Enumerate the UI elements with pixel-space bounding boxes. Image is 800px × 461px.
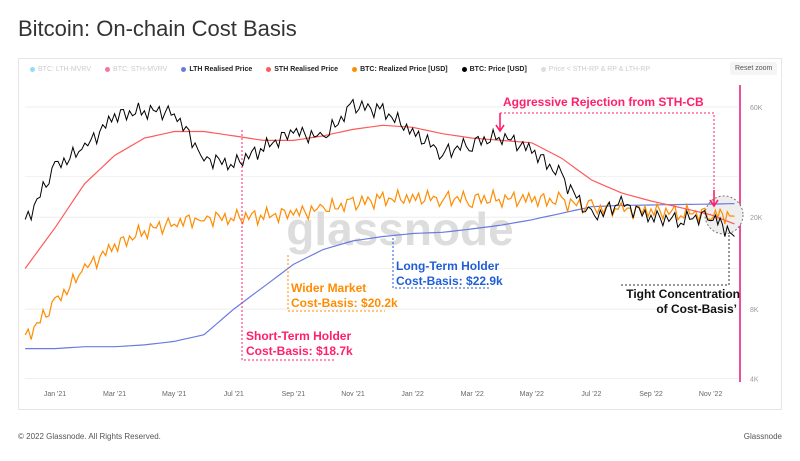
x-tick-label: Jul '22 (581, 391, 601, 398)
legend-label: BTC: LTH-MVRV (38, 66, 92, 73)
chart-legend: BTC: LTH-MVRV BTC: STH-MVRV LTH Realised P… (30, 66, 650, 73)
legend-label: Price < STH-RP & RP & LTH-RP (548, 66, 651, 73)
annotation-leader (500, 112, 715, 205)
x-tick-label: May '21 (162, 391, 186, 398)
reset-zoom-button[interactable]: Reset zoom (730, 62, 778, 75)
legend-item[interactable]: BTC: STH-MVRV (105, 66, 167, 73)
y-tick-label: 20K (750, 215, 763, 222)
legend-item[interactable]: BTC: Price [USD] (461, 66, 527, 73)
series-line (25, 203, 735, 350)
annotation-leader (620, 235, 730, 286)
legend-item[interactable]: BTC: Realized Price [USD] (352, 66, 448, 73)
arrow-down-icon (709, 190, 719, 208)
annotation-leader (287, 255, 385, 312)
x-tick-label: Mar '21 (103, 391, 126, 398)
legend-dot-icon (30, 67, 35, 72)
annotation-sth: Cost-Basis: $18.7k (246, 344, 353, 358)
watermark: glassnode (286, 203, 514, 255)
annotation-lth: Cost-Basis: $22.9k (396, 274, 503, 288)
legend-dot-icon (540, 67, 546, 72)
annotation-leader (392, 238, 490, 289)
legend-dot-icon (461, 67, 467, 72)
legend-label: BTC: Realized Price [USD] (360, 66, 448, 73)
x-tick-label: Nov '22 (699, 391, 723, 398)
legend-dot-icon (105, 67, 111, 72)
annotation-rejection: Aggressive Rejection from STH-CB (503, 95, 704, 109)
series-line (24, 124, 735, 269)
footer-copyright: © 2022 Glassnode. All Rights Reserved. (18, 432, 161, 441)
arrow-down-icon (495, 113, 505, 133)
annotation-tight: Tight Concentration (626, 287, 740, 301)
series-line (24, 98, 735, 237)
legend-item[interactable]: BTC: LTH-MVRV (30, 66, 91, 73)
x-tick-label: Nov '21 (341, 391, 365, 398)
x-tick-label: Jan '21 (44, 391, 66, 398)
chart-frame (18, 58, 782, 410)
annotation-lth: Long-Term Holder (396, 259, 499, 273)
legend-item[interactable]: LTH Realised Price (181, 66, 252, 73)
y-tick-label: 4K (750, 377, 759, 384)
legend-dot-icon (352, 67, 358, 72)
y-tick-label: 8K (750, 307, 759, 314)
annotation-rp: Cost-Basis: $20.2k (291, 296, 398, 310)
legend-item[interactable]: STH Realised Price (266, 66, 338, 73)
x-tick-label: Mar '22 (461, 391, 484, 398)
legend-label: BTC: Price [USD] (469, 66, 527, 73)
x-tick-label: Sep '22 (639, 391, 663, 398)
legend-label: BTC: STH-MVRV (113, 66, 168, 73)
annotation-tight: of Cost-Basis’ (656, 302, 737, 316)
x-tick-label: Sep '21 (282, 391, 306, 398)
annotation-leader (241, 130, 335, 361)
footer-brand: Glassnode (743, 432, 782, 441)
y-tick-label: 60K (750, 105, 763, 112)
annotation-rp: Wider Market (291, 281, 366, 295)
x-tick-label: Jul '21 (224, 391, 244, 398)
series-line (24, 187, 735, 340)
legend-label: STH Realised Price (274, 66, 339, 73)
x-tick-label: May '22 (520, 391, 544, 398)
x-tick-label: Jan '22 (401, 391, 423, 398)
page-title: Bitcoin: On-chain Cost Basis (18, 16, 297, 41)
annotation-sth: Short-Term Holder (246, 329, 351, 343)
legend-item[interactable]: Price < STH-RP & RP & LTH-RP (540, 66, 651, 73)
legend-label: LTH Realised Price (189, 66, 253, 73)
legend-dot-icon (181, 67, 187, 72)
legend-dot-icon (266, 67, 272, 72)
